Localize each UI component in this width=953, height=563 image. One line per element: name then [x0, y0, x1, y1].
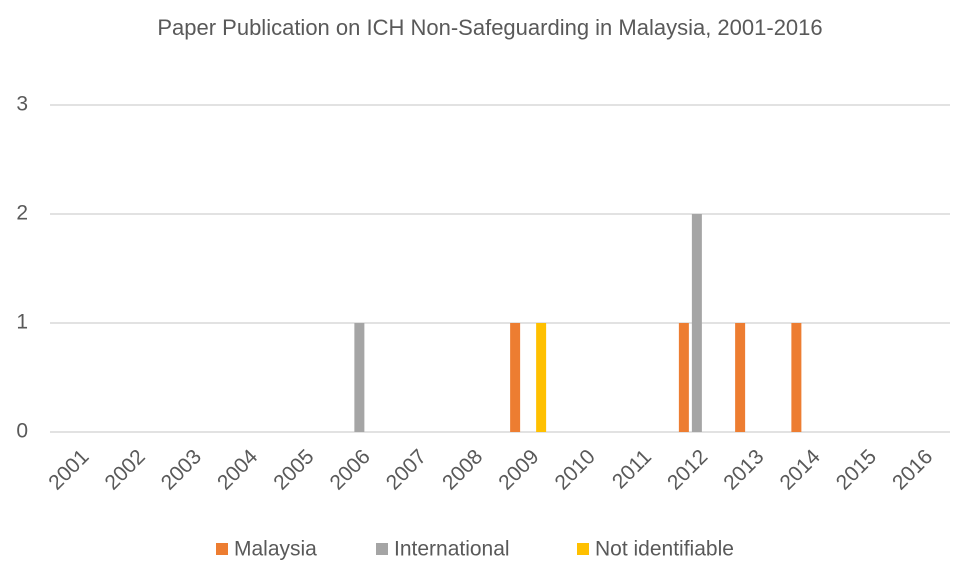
bar	[510, 323, 521, 432]
x-tick-label: 2005	[269, 445, 318, 494]
chart-title: Paper Publication on ICH Non-Safeguardin…	[157, 15, 823, 40]
y-tick-label: 0	[16, 420, 28, 443]
legend-swatch	[577, 543, 589, 555]
bar	[735, 323, 746, 432]
legend-label: Not identifiable	[595, 538, 734, 561]
bar	[791, 323, 802, 432]
x-tick-label: 2002	[101, 445, 150, 494]
x-tick-label: 2016	[888, 445, 937, 494]
x-tick-label: 2004	[213, 445, 263, 495]
x-tick-label: 2011	[608, 445, 656, 493]
x-tick-label: 2009	[494, 445, 543, 494]
bar	[691, 214, 702, 432]
x-tick-label: 2015	[832, 445, 881, 494]
y-tick-label: 3	[16, 93, 28, 116]
bar	[536, 323, 547, 432]
x-tick-label: 2010	[551, 445, 600, 494]
y-tick-label: 2	[16, 202, 28, 225]
x-tick-label: 2006	[326, 445, 375, 494]
x-tick-label: 2001	[44, 445, 93, 494]
bar	[678, 323, 689, 432]
x-tick-label: 2012	[663, 445, 712, 494]
legend-swatch	[216, 543, 228, 555]
y-tick-label: 1	[16, 311, 28, 334]
x-tick-label: 2013	[719, 445, 768, 494]
legend-label: International	[394, 538, 510, 561]
legend-swatch	[376, 543, 388, 555]
x-tick-label: 2003	[157, 445, 206, 494]
x-tick-label: 2007	[382, 445, 431, 494]
x-tick-label: 2014	[776, 445, 826, 495]
bar	[354, 323, 365, 432]
legend-label: Malaysia	[234, 538, 317, 561]
x-tick-label: 2008	[438, 445, 487, 494]
